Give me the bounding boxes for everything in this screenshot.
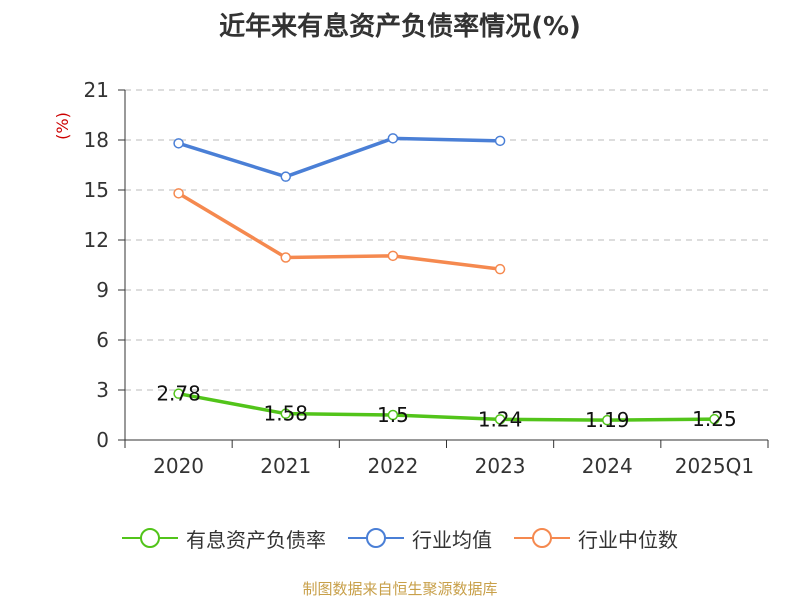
data-point — [709, 413, 720, 425]
data-point — [173, 138, 184, 149]
source-note: 制图数据来自恒生聚源数据库 — [302, 580, 498, 598]
data-point — [494, 414, 506, 425]
y-tick-label: 6 — [96, 328, 109, 352]
legend-label: 行业中位数 — [578, 527, 678, 552]
y-tick-label: 9 — [96, 278, 109, 302]
legend-item[interactable]: 行业中位数 — [514, 524, 678, 553]
legend-swatch — [122, 528, 178, 548]
chart-legend: 有息资产负债率 行业均值 行业中位数 — [0, 520, 800, 556]
data-label: 2.78 — [156, 382, 201, 406]
legend-swatch-marker — [532, 528, 552, 548]
data-point — [494, 263, 506, 275]
legend-label: 有息资产负债率 — [186, 527, 326, 552]
y-tick-label: 18 — [84, 128, 109, 152]
data-label: 1.24 — [478, 407, 523, 431]
x-tick-label: 2021 — [260, 454, 311, 478]
y-tick-label: 15 — [84, 178, 109, 202]
legend-item[interactable]: 行业均值 — [348, 524, 492, 553]
legend-swatch-marker — [366, 528, 386, 548]
x-tick-label: 2020 — [153, 454, 204, 478]
data-label: 1.5 — [377, 403, 409, 427]
series-line — [178, 391, 715, 422]
data-point — [387, 409, 399, 421]
data-point — [387, 133, 399, 144]
y-tick-label: 3 — [96, 378, 109, 402]
y-tick-label: 0 — [96, 428, 109, 452]
x-tick-label: 2025Q1 — [675, 454, 754, 478]
data-point — [173, 188, 184, 199]
x-tick-label: 2023 — [475, 454, 526, 478]
legend-swatch — [514, 528, 570, 548]
x-tick-label: 2022 — [367, 454, 418, 478]
data-point — [494, 135, 506, 147]
chart-title: 近年来有息资产负债率情况(%) — [219, 12, 581, 42]
legend-swatch-marker — [140, 528, 160, 548]
legend-label: 行业均值 — [412, 527, 492, 552]
data-point — [280, 252, 291, 263]
series-line — [177, 191, 501, 271]
y-axis-label: (%) — [53, 112, 72, 140]
data-point — [602, 414, 613, 426]
data-label: 1.25 — [692, 407, 737, 431]
series-line — [178, 136, 501, 179]
x-tick-label: 2024 — [582, 454, 633, 478]
data-point — [387, 250, 399, 262]
y-tick-label: 21 — [84, 78, 109, 102]
data-label: 1.19 — [585, 408, 630, 432]
y-tick-label: 12 — [84, 228, 109, 252]
data-label: 1.58 — [263, 402, 308, 426]
data-point — [280, 408, 291, 419]
legend-item[interactable]: 有息资产负债率 — [122, 524, 326, 553]
legend-swatch — [348, 528, 404, 548]
data-point — [280, 171, 291, 182]
data-point — [173, 388, 184, 399]
